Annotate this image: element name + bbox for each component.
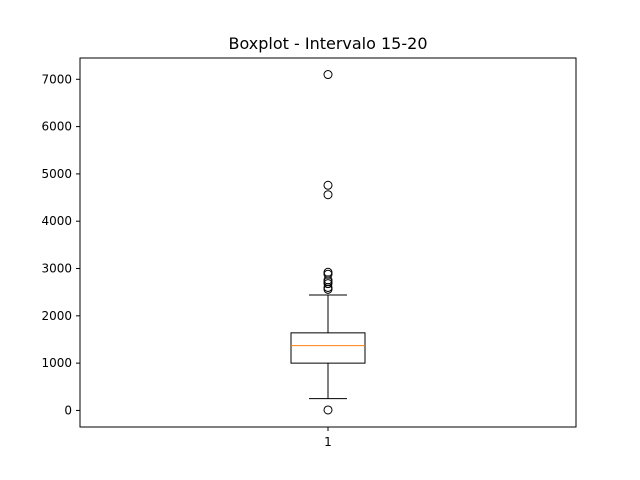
y-tick-label: 5000	[41, 167, 72, 181]
outlier-point	[323, 277, 333, 287]
y-tick-label: 4000	[41, 214, 72, 228]
outlier-point	[323, 70, 333, 80]
chart-title: Boxplot - Intervalo 15-20	[229, 34, 428, 53]
y-tick-label: 2000	[41, 309, 72, 323]
y-tick-label: 1000	[41, 356, 72, 370]
outlier-point	[323, 405, 333, 415]
outlier-point	[323, 269, 333, 279]
plot-frame	[79, 57, 577, 428]
y-tick-label: 0	[64, 403, 72, 417]
outlier-point	[323, 267, 333, 277]
x-tick-label: 1	[324, 435, 332, 449]
outlier-point	[323, 190, 333, 200]
y-tick-label: 3000	[41, 262, 72, 276]
iqr-box	[290, 332, 366, 364]
y-tick-label: 6000	[41, 120, 72, 134]
y-tick-label: 7000	[41, 72, 72, 86]
outlier-point	[323, 180, 333, 190]
